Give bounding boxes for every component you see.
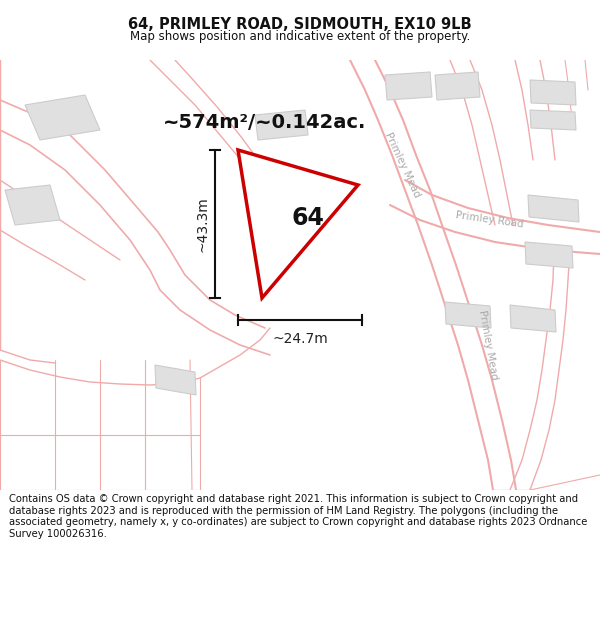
Text: 64, PRIMLEY ROAD, SIDMOUTH, EX10 9LB: 64, PRIMLEY ROAD, SIDMOUTH, EX10 9LB [128, 17, 472, 32]
Polygon shape [435, 72, 480, 100]
Polygon shape [510, 305, 556, 332]
Text: ~43.3m: ~43.3m [196, 196, 210, 252]
Polygon shape [255, 110, 308, 140]
Polygon shape [25, 95, 100, 140]
Text: Primley Road: Primley Road [455, 210, 524, 230]
Polygon shape [530, 80, 576, 105]
Text: ~24.7m: ~24.7m [272, 332, 328, 346]
Text: 64: 64 [292, 206, 325, 230]
Polygon shape [238, 150, 358, 298]
Polygon shape [530, 110, 576, 130]
Text: ~574m²/~0.142ac.: ~574m²/~0.142ac. [163, 112, 367, 131]
Polygon shape [528, 195, 579, 222]
Text: Primley Mead: Primley Mead [383, 131, 421, 199]
Text: Contains OS data © Crown copyright and database right 2021. This information is : Contains OS data © Crown copyright and d… [9, 494, 587, 539]
Polygon shape [525, 242, 573, 268]
Text: Primley Mead: Primley Mead [477, 309, 499, 381]
Polygon shape [385, 72, 432, 100]
Polygon shape [5, 185, 60, 225]
Polygon shape [445, 302, 491, 328]
Text: Map shows position and indicative extent of the property.: Map shows position and indicative extent… [130, 30, 470, 43]
Polygon shape [155, 365, 196, 395]
Polygon shape [255, 205, 296, 232]
